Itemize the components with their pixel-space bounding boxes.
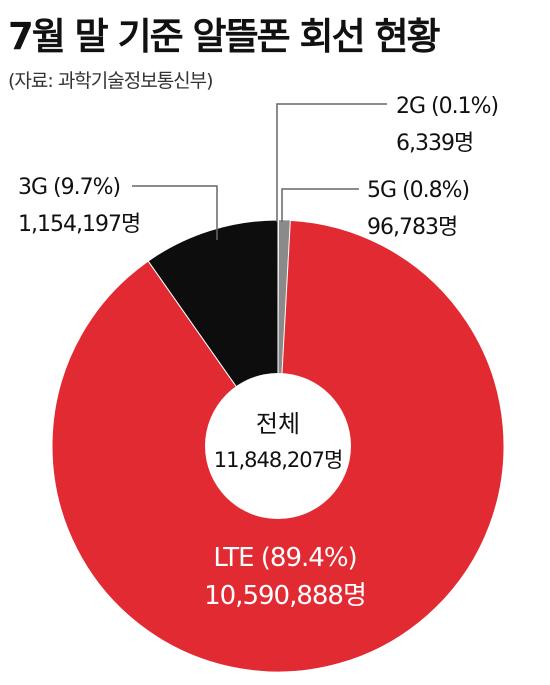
label-3g-value: 1,154,197명 [18, 212, 140, 237]
leader-3g [132, 185, 218, 240]
source-note: (자료: 과학기술정보통신부) [8, 70, 214, 92]
center-value: 11,848,207명 [214, 448, 343, 472]
label-5g-value: 96,783명 [367, 215, 457, 240]
label-2g-value: 6,339명 [396, 131, 473, 156]
chart-title: 7월 말 기준 알뜰폰 회선 현황 [8, 15, 441, 58]
center-label: 전체 [256, 410, 300, 438]
label-3g-name: 3G (9.7%) [18, 175, 120, 200]
label-lte-name: LTE (89.4%) [213, 543, 356, 573]
leader-5g [281, 188, 359, 222]
donut-center [205, 373, 351, 519]
leader-2g [276, 103, 387, 222]
label-lte-value: 10,590,888명 [204, 581, 366, 611]
label-2g-name: 2G (0.1%) [396, 94, 498, 119]
label-5g-name: 5G (0.8%) [367, 178, 469, 203]
